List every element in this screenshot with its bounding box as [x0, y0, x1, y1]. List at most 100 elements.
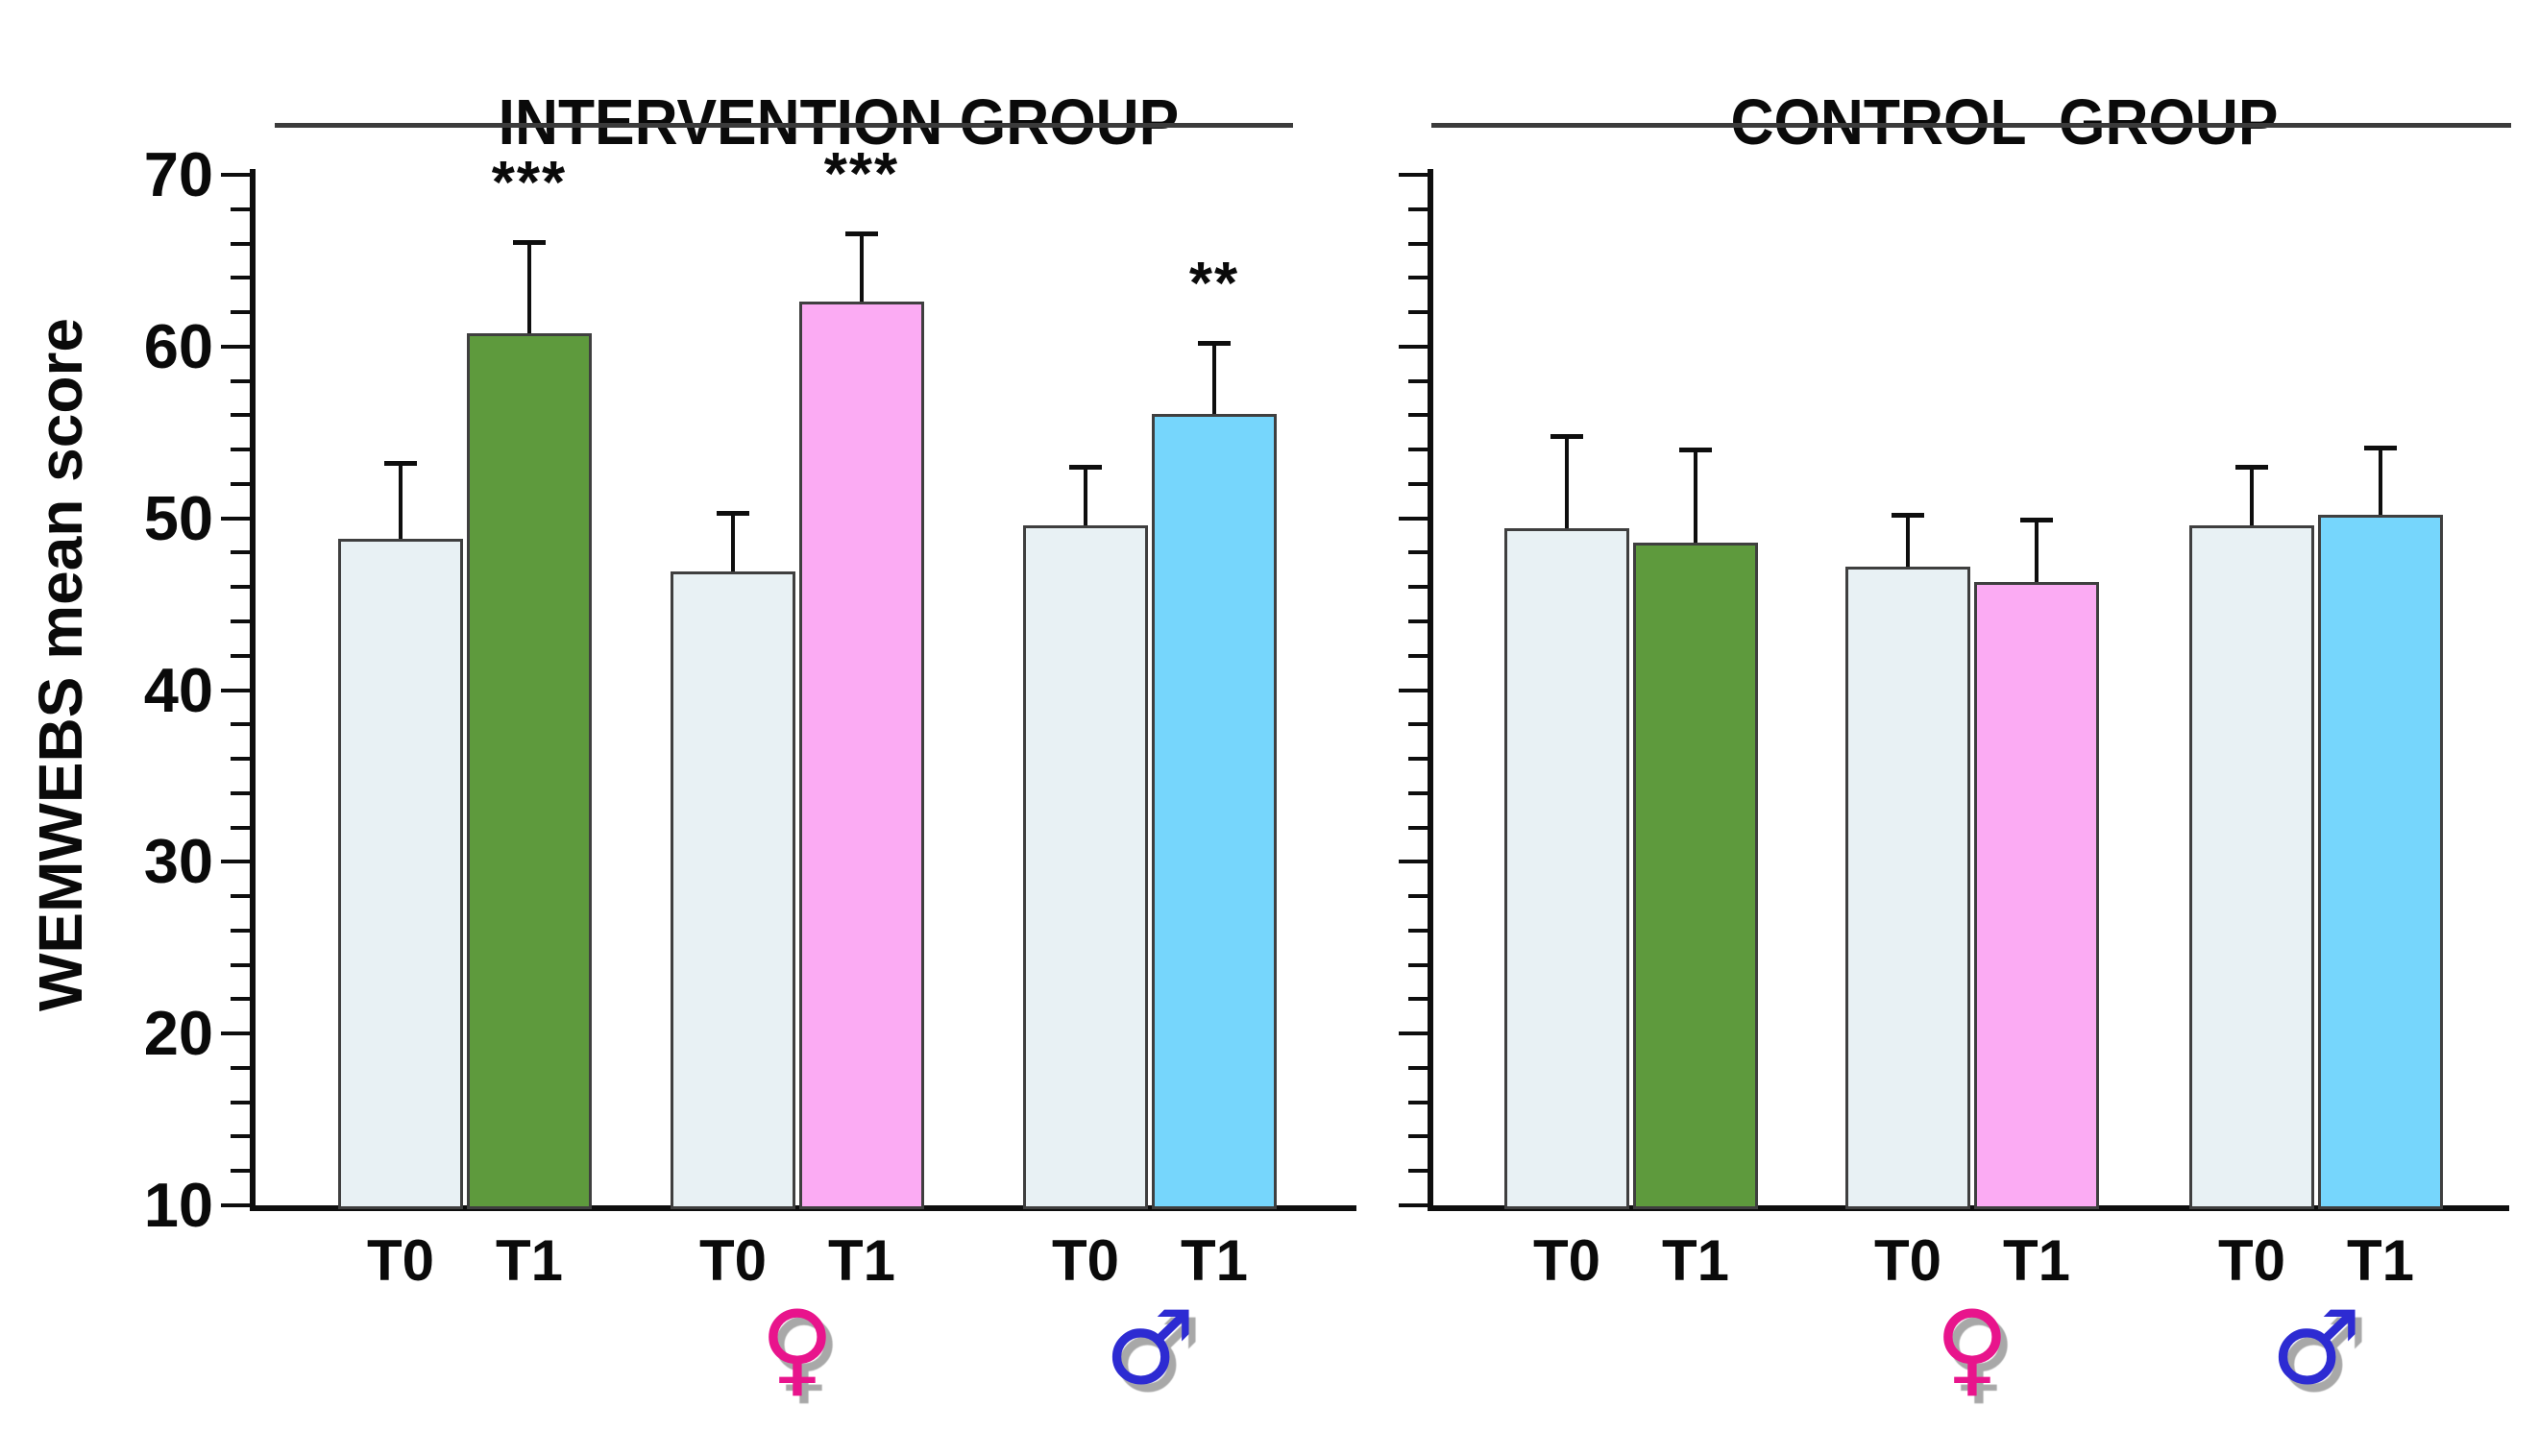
y-minor-tick	[231, 653, 250, 658]
female-icon: ♀	[760, 1289, 835, 1407]
y-minor-tick	[1408, 413, 1428, 418]
y-minor-tick	[231, 378, 250, 383]
y-tick-label: 20	[143, 998, 213, 1069]
bar-male-t0	[2189, 524, 2314, 1209]
x-tick-label-t1: T1	[827, 1228, 896, 1293]
male-icon: ♂	[1104, 1289, 1196, 1407]
error-bar-cap	[513, 239, 546, 245]
y-minor-tick	[1408, 378, 1428, 383]
y-minor-tick	[1408, 825, 1428, 830]
y-minor-tick	[1408, 757, 1428, 762]
error-bar-cap	[2235, 465, 2268, 471]
y-minor-tick	[231, 206, 250, 211]
x-tick-label-t1: T1	[495, 1228, 564, 1293]
significance-stars: ***	[823, 140, 900, 207]
error-bar-stem	[1694, 449, 1697, 543]
bar-overall-t0	[338, 539, 463, 1209]
y-minor-tick	[1408, 448, 1428, 452]
bar-male-t1	[2318, 515, 2443, 1209]
y-major-tick	[221, 688, 250, 692]
y-major-tick	[1399, 173, 1428, 177]
error-bar-cap	[717, 511, 749, 517]
x-tick-label-t0: T0	[1532, 1228, 1601, 1293]
y-major-tick	[1399, 1203, 1428, 1207]
y-minor-tick	[1408, 550, 1428, 555]
y-minor-tick	[231, 310, 250, 315]
y-major-tick	[221, 1203, 250, 1207]
bar-male-t0	[1023, 524, 1148, 1209]
y-minor-tick	[231, 1134, 250, 1139]
bar-female-t1	[799, 302, 924, 1209]
panel-title-control: CONTROL GROUP	[1428, 12, 2509, 158]
y-major-tick	[221, 516, 250, 521]
y-major-tick	[1399, 860, 1428, 864]
error-bar-cap	[1679, 448, 1712, 453]
bar-female-t1	[1974, 581, 2099, 1209]
male-icon: ♂	[2270, 1289, 2362, 1407]
y-minor-tick	[231, 1100, 250, 1104]
y-tick-label: 40	[143, 654, 213, 725]
error-bar-cap	[1069, 465, 1102, 471]
error-bar-stem	[527, 241, 531, 333]
error-bar-stem	[1906, 515, 1910, 567]
y-minor-tick	[1408, 928, 1428, 933]
x-tick-label-t0: T0	[1873, 1228, 1942, 1293]
x-tick-label-t1: T1	[2346, 1228, 2415, 1293]
y-minor-tick	[231, 790, 250, 795]
y-tick-label: 70	[143, 139, 213, 209]
error-bar-cap	[2020, 518, 2053, 523]
y-minor-tick	[1408, 310, 1428, 315]
y-minor-tick	[1408, 653, 1428, 658]
x-tick-label-t1: T1	[1661, 1228, 1730, 1293]
y-minor-tick	[1408, 241, 1428, 246]
error-bar-stem	[2035, 520, 2039, 582]
bar-male-t1	[1152, 413, 1277, 1209]
panel-title-control-text: CONTROL GROUP	[1730, 86, 2279, 158]
y-minor-tick	[1408, 722, 1428, 727]
y-minor-tick	[231, 928, 250, 933]
y-major-tick	[221, 173, 250, 177]
bar-overall-t1	[467, 332, 592, 1209]
bar-female-t0	[671, 571, 795, 1209]
y-axis-line	[1428, 169, 1433, 1211]
y-tick-label: 60	[143, 310, 213, 381]
y-tick-label: 10	[143, 1170, 213, 1240]
error-bar-cap	[845, 231, 878, 236]
y-minor-tick	[231, 413, 250, 418]
y-minor-tick	[1408, 1134, 1428, 1139]
y-minor-tick	[231, 1065, 250, 1070]
x-tick-label-t1: T1	[1180, 1228, 1249, 1293]
error-bar-cap	[384, 461, 417, 467]
y-minor-tick	[1408, 585, 1428, 590]
error-bar-stem	[2379, 448, 2382, 516]
y-major-tick	[1399, 344, 1428, 349]
y-minor-tick	[1408, 894, 1428, 899]
y-minor-tick	[231, 585, 250, 590]
x-tick-label-t1: T1	[2002, 1228, 2071, 1293]
y-minor-tick	[1408, 1100, 1428, 1104]
y-minor-tick	[231, 550, 250, 555]
y-minor-tick	[1408, 962, 1428, 967]
title-underline-control	[1431, 123, 2511, 128]
y-major-tick	[1399, 688, 1428, 692]
error-bar-stem	[860, 232, 864, 303]
y-minor-tick	[231, 757, 250, 762]
error-bar-stem	[1565, 435, 1569, 529]
y-minor-tick	[231, 276, 250, 280]
y-minor-tick	[1408, 1169, 1428, 1174]
y-major-tick	[221, 344, 250, 349]
y-major-tick	[221, 1031, 250, 1036]
y-minor-tick	[1408, 619, 1428, 623]
y-minor-tick	[1408, 206, 1428, 211]
y-minor-tick	[231, 1169, 250, 1174]
error-bar-stem	[731, 513, 735, 572]
y-minor-tick	[1408, 481, 1428, 486]
error-bar-cap	[1892, 513, 1924, 519]
bar-female-t0	[1845, 566, 1970, 1209]
error-bar-stem	[1084, 467, 1087, 525]
bar-overall-t0	[1504, 528, 1629, 1209]
error-bar-stem	[2250, 467, 2254, 525]
y-minor-tick	[231, 722, 250, 727]
significance-stars: **	[1188, 251, 1240, 318]
error-bar-cap	[2364, 446, 2397, 451]
